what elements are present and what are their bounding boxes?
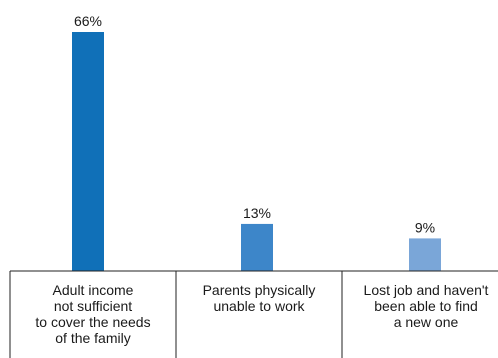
bar-0 [72,32,104,271]
category-label-1: Parents physically unable to work [202,282,316,314]
value-label-2: 9% [415,219,435,235]
value-label-0: 66% [74,13,102,29]
bar-1 [241,223,273,271]
category-label-0: Adult income not sufficient to cover the… [35,282,151,346]
bar-2 [409,238,441,271]
value-label-1: 13% [243,205,271,221]
category-label-2: Lost job and haven't been able to find a… [363,282,489,330]
